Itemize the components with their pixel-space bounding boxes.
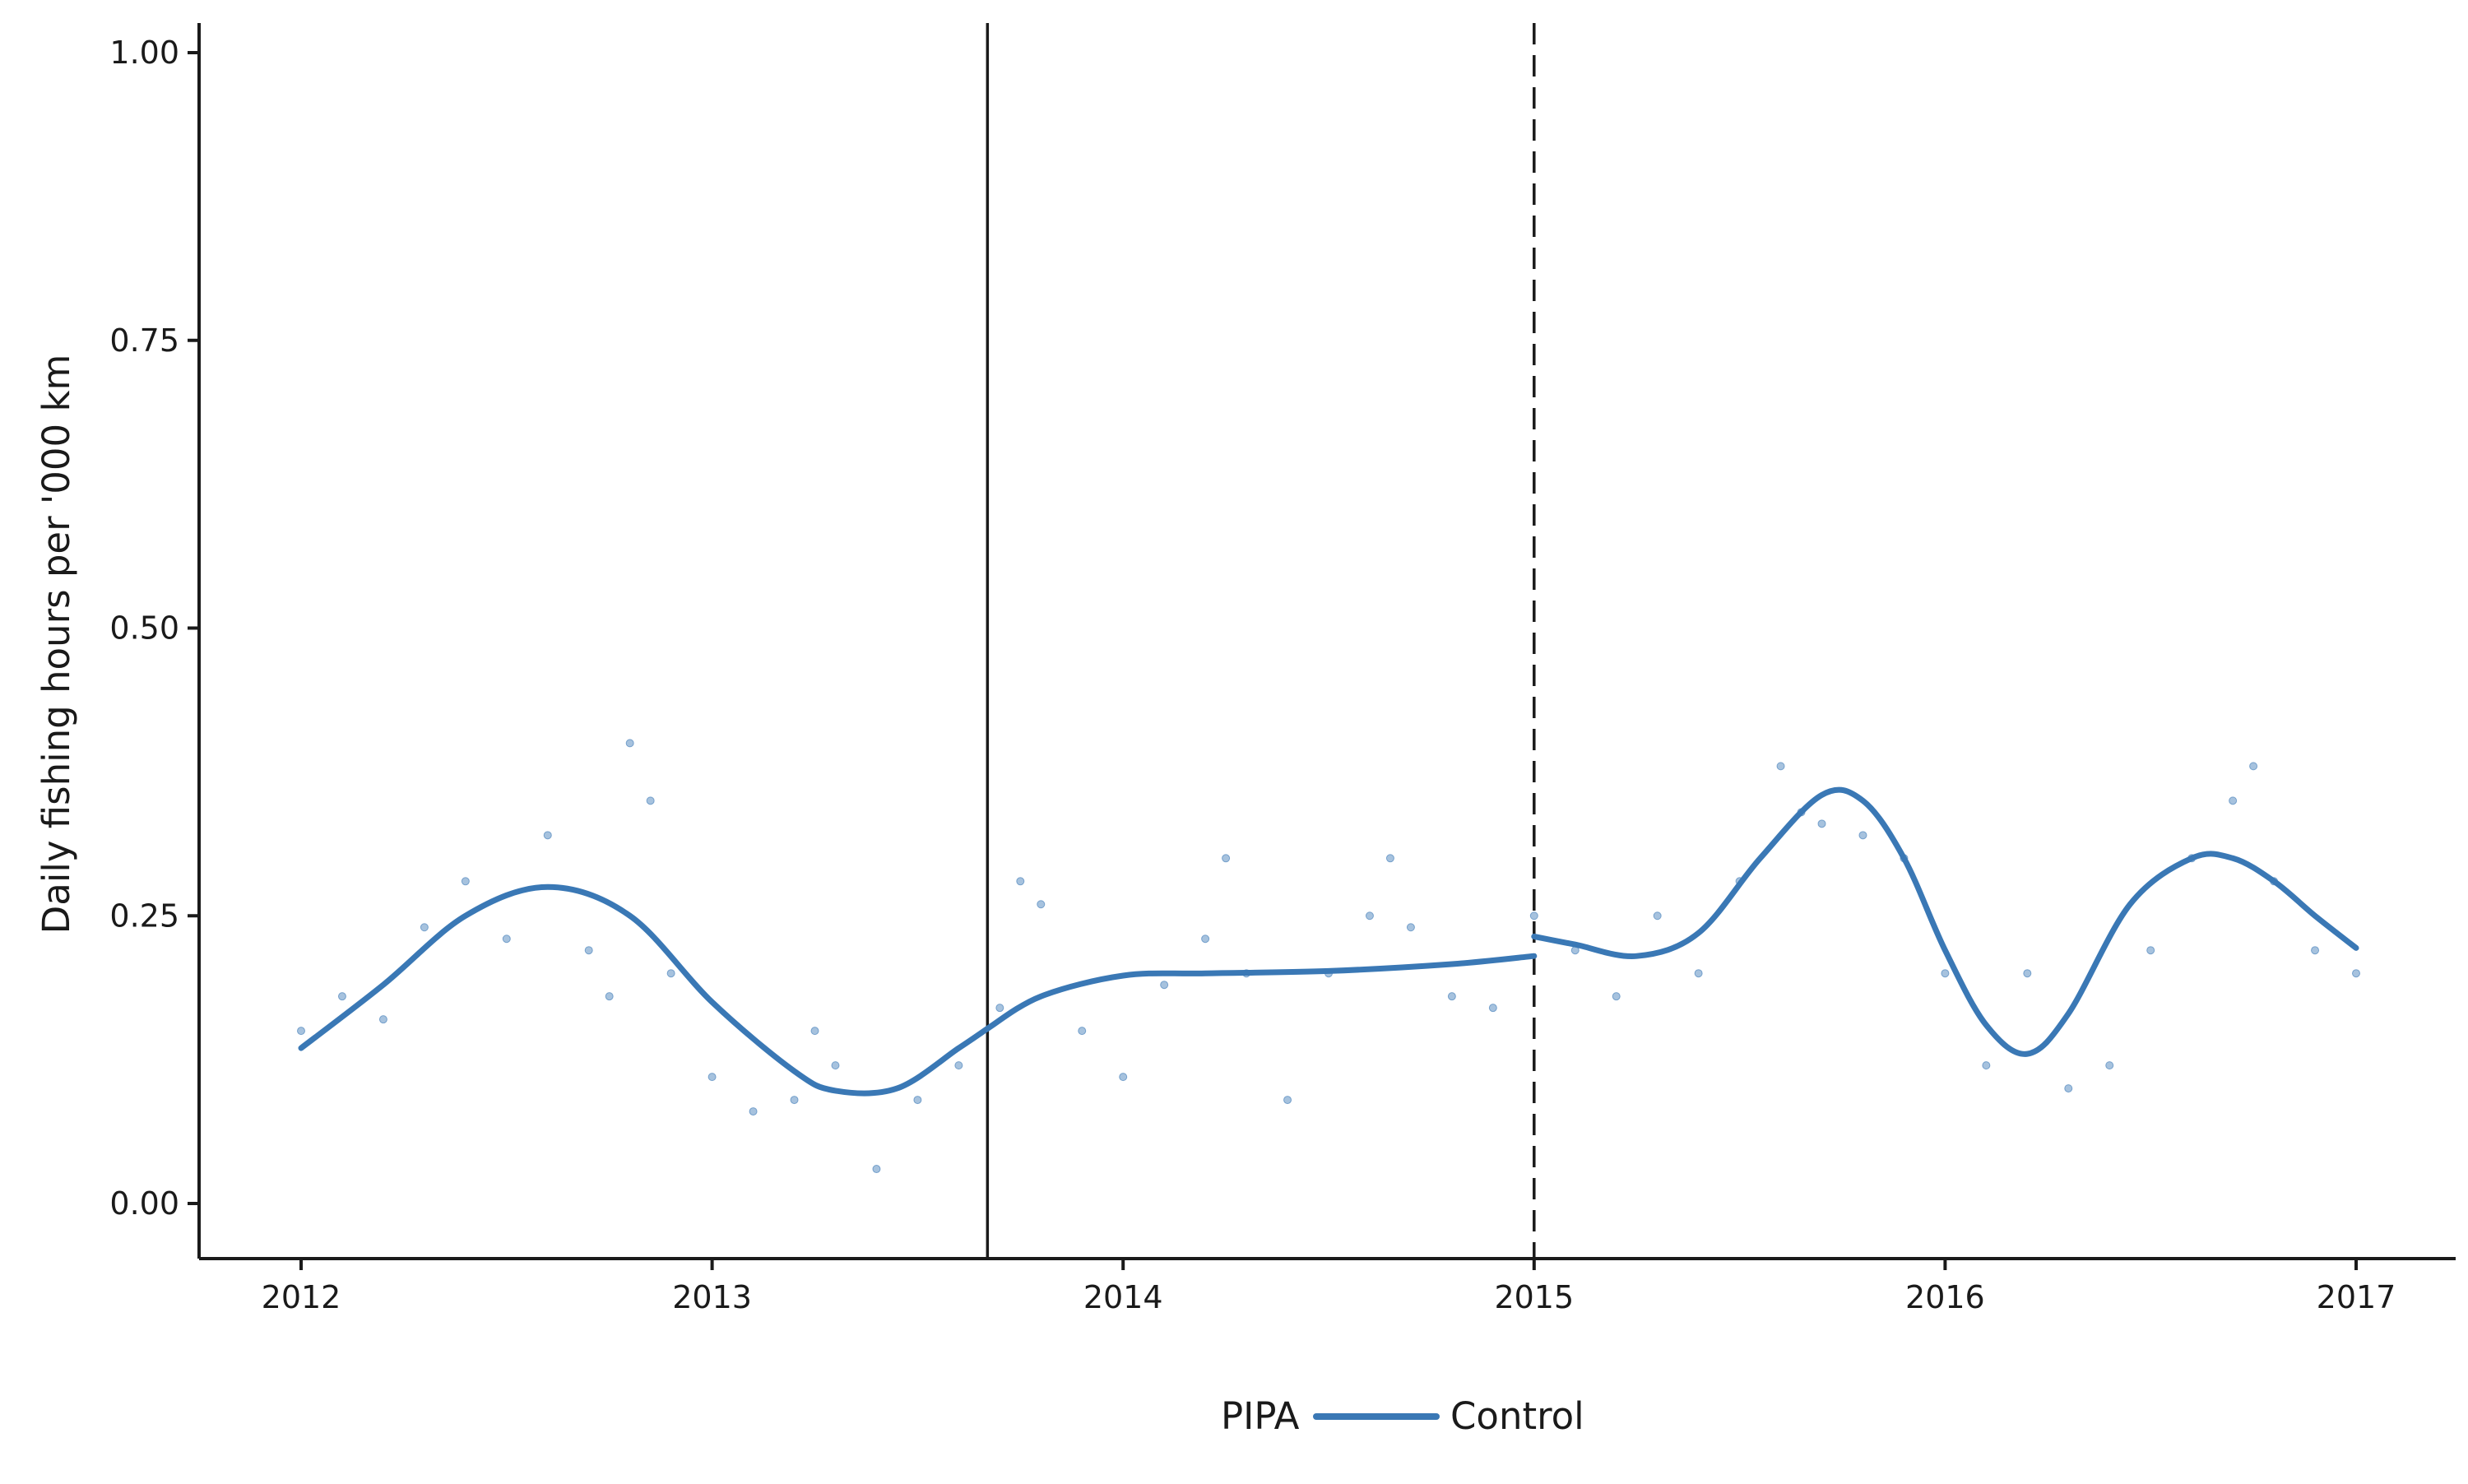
data-point xyxy=(1982,1061,1991,1070)
data-point xyxy=(1941,969,1950,978)
y-tick-label: 0.25 xyxy=(109,897,179,934)
reference-lines xyxy=(986,23,1536,1259)
data-point xyxy=(337,992,346,1001)
data-point xyxy=(790,1096,799,1105)
smooth-line-control xyxy=(984,953,1538,1032)
smooth-line-control xyxy=(1531,786,2359,1057)
data-point xyxy=(707,1073,717,1082)
x-tick-label: 2012 xyxy=(262,1279,341,1315)
data-point xyxy=(1201,934,1210,944)
data-point xyxy=(995,1004,1004,1013)
data-point xyxy=(1817,819,1826,828)
axes xyxy=(197,23,2456,1260)
data-point xyxy=(1612,992,1621,1001)
data-point xyxy=(749,1107,758,1116)
data-point xyxy=(1160,981,1169,990)
x-tick-label: 2014 xyxy=(1083,1279,1163,1315)
data-point xyxy=(1365,911,1374,921)
data-point xyxy=(872,1165,881,1174)
data-point xyxy=(1858,831,1867,840)
data-point xyxy=(1222,854,1231,863)
data-point xyxy=(954,1061,963,1070)
x-tick-label: 2013 xyxy=(672,1279,752,1315)
y-tick-label: 1.00 xyxy=(109,35,179,71)
data-point xyxy=(1406,923,1415,932)
data-point xyxy=(1529,911,1538,921)
data-point xyxy=(605,992,614,1001)
data-point xyxy=(2146,946,2155,955)
data-point xyxy=(2352,969,2360,978)
data-point xyxy=(1283,1096,1292,1105)
x-tick-label: 2016 xyxy=(1905,1279,1985,1315)
data-point xyxy=(1119,1073,1128,1082)
data-point xyxy=(543,831,552,840)
smooth-line-control xyxy=(298,883,990,1097)
data-point xyxy=(1694,969,1703,978)
y-tick-label: 0.50 xyxy=(109,610,179,647)
data-point xyxy=(584,946,593,955)
data-point xyxy=(2229,796,2238,805)
data-point xyxy=(420,923,429,932)
smooth-lines xyxy=(298,786,2359,1097)
data-point xyxy=(646,796,655,805)
data-point xyxy=(502,934,511,944)
y-tick-label: 0.00 xyxy=(109,1185,179,1222)
data-point xyxy=(2249,762,2258,771)
data-point xyxy=(810,1027,819,1036)
legend: PIPA Control xyxy=(1221,1394,1584,1438)
data-point xyxy=(913,1096,922,1105)
data-point xyxy=(1776,762,1785,771)
data-point xyxy=(378,1015,387,1024)
y-tick-label: 0.75 xyxy=(109,322,179,359)
y-ticks: 0.00 0.25 0.50 0.75 1.00 xyxy=(109,35,199,1222)
data-point xyxy=(625,739,634,748)
x-ticks: 2012 2013 2014 2015 2016 2017 xyxy=(262,1259,2396,1315)
data-point xyxy=(1488,1004,1497,1013)
x-tick-label: 2017 xyxy=(2317,1279,2396,1315)
data-point xyxy=(2064,1084,2073,1093)
legend-title: PIPA xyxy=(1221,1394,1300,1438)
data-point xyxy=(2023,969,2032,978)
data-point xyxy=(297,1027,305,1036)
data-point xyxy=(1078,1027,1087,1036)
y-axis-title: Daily fishing hours per '000 km xyxy=(35,355,78,934)
data-point xyxy=(2311,946,2320,955)
data-point xyxy=(2105,1061,2114,1070)
legend-label-control: Control xyxy=(1450,1394,1584,1438)
data-point xyxy=(1037,900,1046,909)
scatter-points xyxy=(297,739,2360,1174)
data-point xyxy=(1385,854,1394,863)
data-point xyxy=(831,1061,840,1070)
data-point xyxy=(666,969,675,978)
x-tick-label: 2015 xyxy=(1494,1279,1574,1315)
data-point xyxy=(461,877,470,886)
data-point xyxy=(1447,992,1456,1001)
data-point xyxy=(1653,911,1662,921)
data-point xyxy=(1016,877,1025,886)
